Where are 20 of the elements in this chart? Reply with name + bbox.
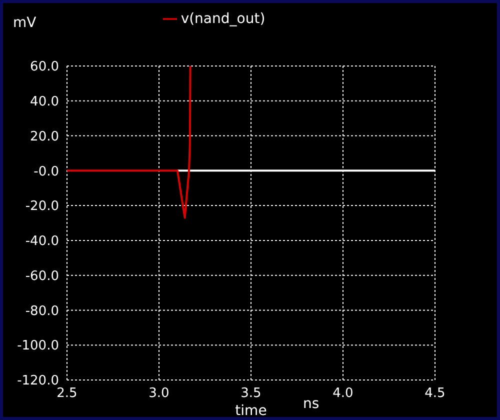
line-series <box>67 66 192 219</box>
y-tick-label: -20.0 <box>25 199 59 214</box>
y-tick-label: -0.0 <box>34 164 59 180</box>
y-tick-label: 40.0 <box>30 94 59 110</box>
y-axis-title: mV <box>13 15 36 31</box>
y-tick-label: -120.0 <box>17 374 59 389</box>
y-tick-label: 60.0 <box>30 60 59 75</box>
x-tick-label: 3.0 <box>148 386 170 402</box>
text: ns <box>303 396 320 412</box>
y-tick-label: -40.0 <box>25 234 59 250</box>
legend-label: v(nand_out) <box>180 11 266 27</box>
x-tick-label: 3.5 <box>240 386 262 402</box>
y-tick-label: -100.0 <box>17 338 59 354</box>
x-axis-title: time <box>235 403 267 419</box>
y-tick-label: -60.0 <box>25 268 59 284</box>
y-tick-label: -80.0 <box>25 304 59 319</box>
x-tick-label: 2.5 <box>56 386 78 402</box>
x-tick-label: 4.5 <box>424 386 446 402</box>
x-tick-label: 4.0 <box>332 386 354 402</box>
y-tick-label: 20.0 <box>30 129 59 144</box>
